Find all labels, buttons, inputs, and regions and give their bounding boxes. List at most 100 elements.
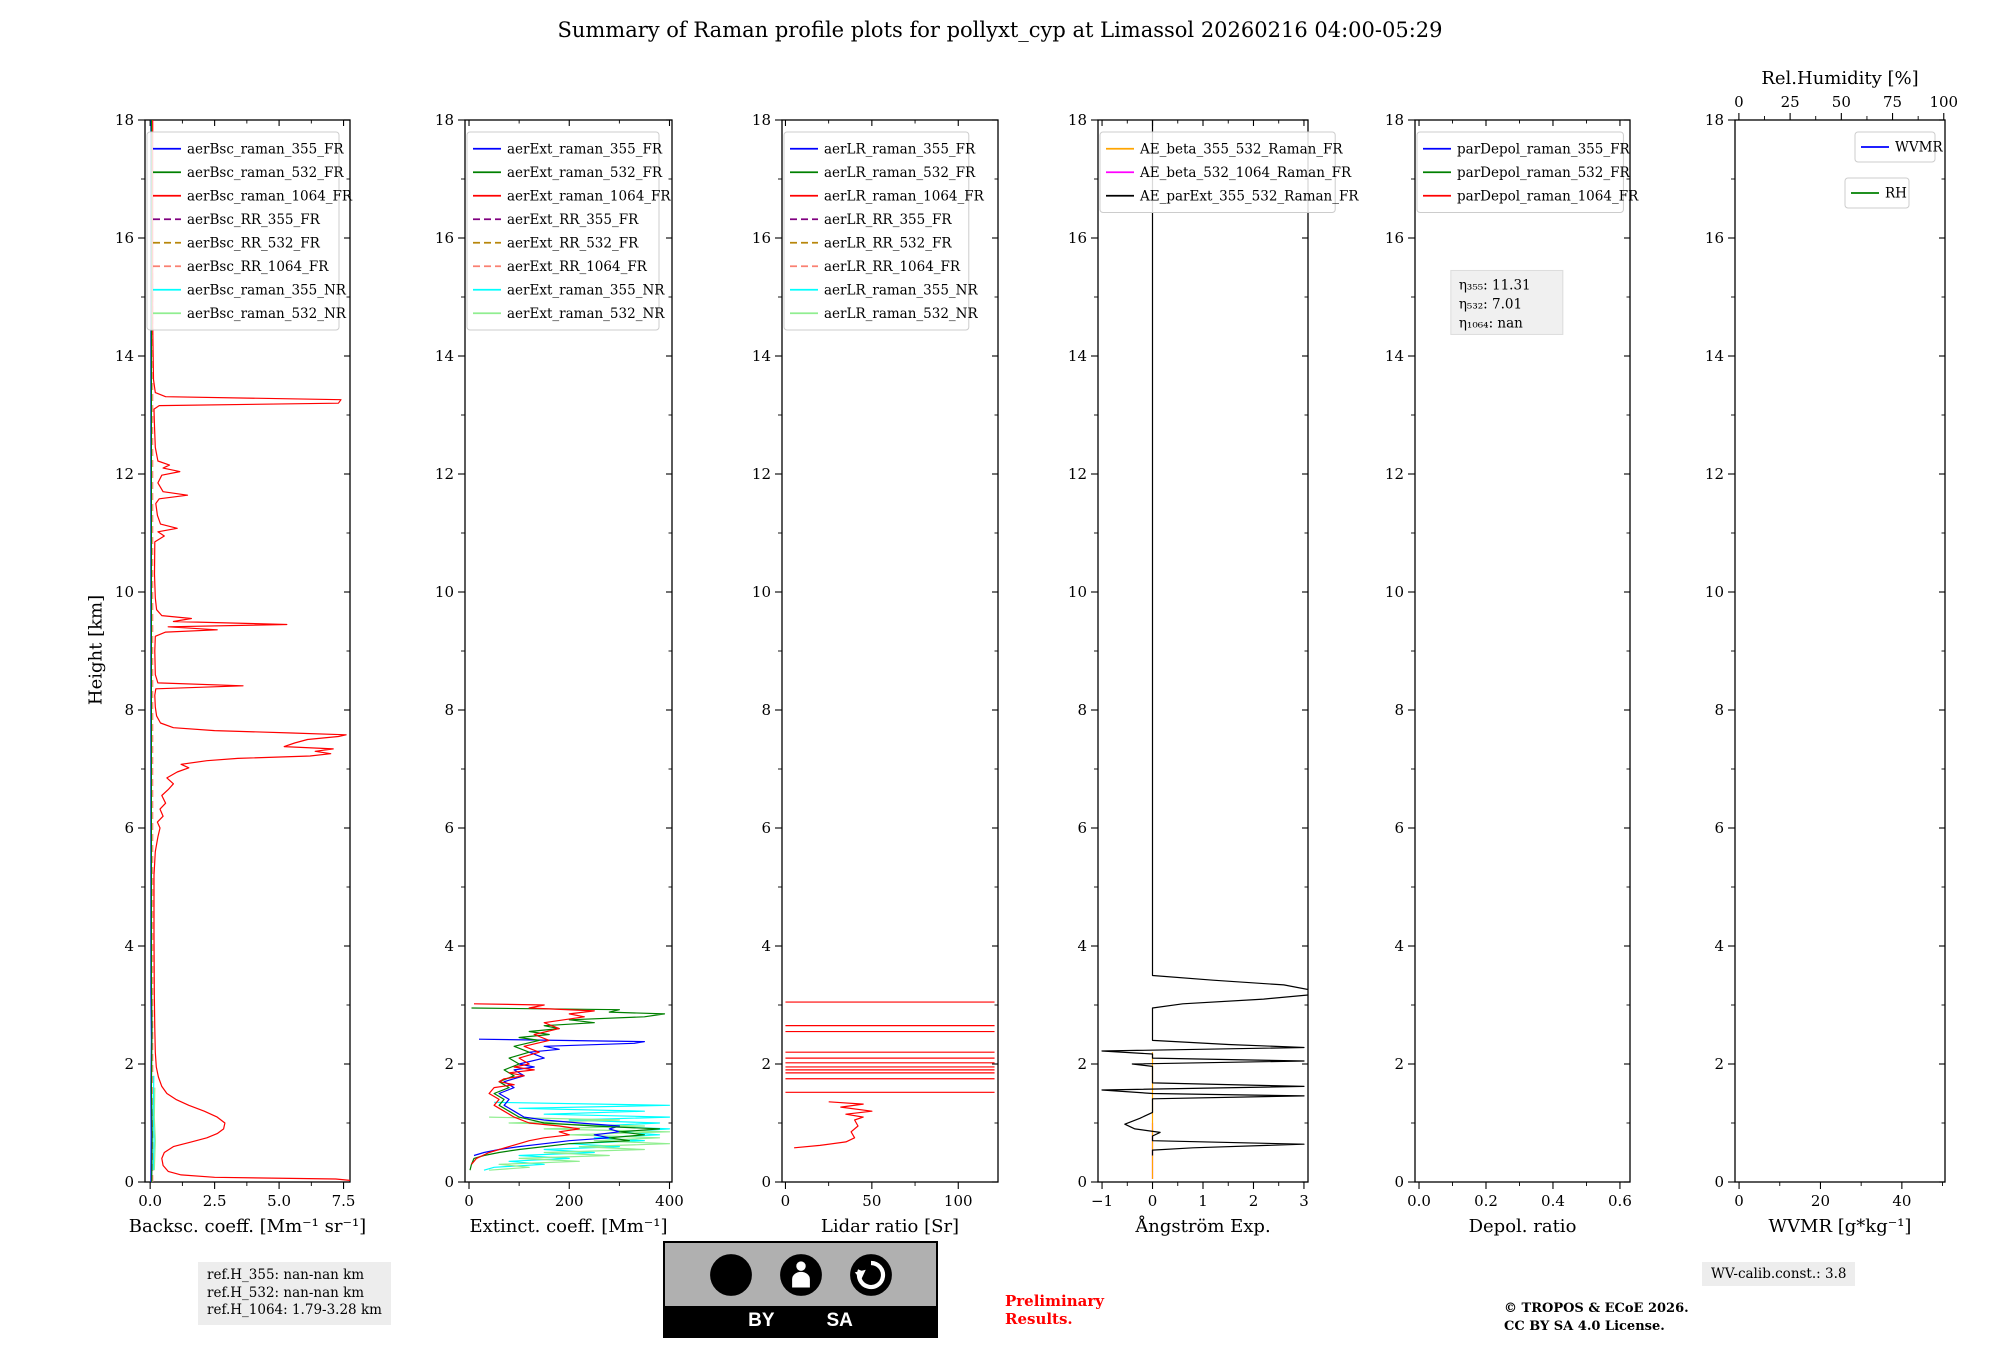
y-tick-label: 12 — [1385, 465, 1404, 483]
legend-label: aerLR_raman_1064_FR — [824, 188, 985, 204]
x-tick-label: 0.2 — [1474, 1192, 1498, 1210]
top-x-tick-label: 0 — [1734, 93, 1744, 111]
cc-sharealike-arrow-icon — [849, 1253, 892, 1296]
legend-label: aerLR_raman_355_FR — [824, 141, 976, 157]
x-tick-label: 50 — [862, 1192, 881, 1210]
y-tick-label: 6 — [1394, 819, 1404, 837]
y-tick-label: 2 — [444, 1055, 454, 1073]
legend-label: aerExt_RR_355_FR — [507, 212, 639, 228]
y-tick-label: 2 — [1714, 1055, 1724, 1073]
y-tick-label: 8 — [761, 701, 771, 719]
x-tick-label: 400 — [655, 1192, 684, 1210]
y-tick-label: 8 — [1394, 701, 1404, 719]
height-axis-label: Height [km] — [85, 594, 107, 706]
y-tick-label: 4 — [761, 937, 771, 955]
panel-frame — [144, 119, 351, 1183]
x-tick-label: 2 — [1249, 1192, 1259, 1210]
preliminary-line-2: Results. — [1005, 1310, 1073, 1328]
y-tick-label: 10 — [115, 583, 134, 601]
svg-text:CC: CC — [716, 1265, 744, 1286]
legend-label: aerExt_RR_532_FR — [507, 235, 639, 251]
legend-label: aerBsc_RR_355_FR — [187, 212, 321, 228]
y-tick-label: 16 — [1385, 229, 1404, 247]
eta-annotation-line: η₅₃₂: 7.01 — [1459, 296, 1522, 312]
panel-frame — [781, 119, 999, 1183]
legend-label: aerExt_raman_355_FR — [507, 141, 663, 157]
panel-frame — [1097, 119, 1309, 1183]
cc-license-badge: CC BY SA — [663, 1241, 938, 1338]
panel-lidar-ratio: 0 2 4 6 8 10 12 14 16 18 0 50 100 Lidar ratio [Sr] aer… — [752, 111, 999, 1237]
x-axis-title: Extinct. coeff. [Mm⁻¹] — [469, 1216, 667, 1237]
top-x-tick-label: 50 — [1832, 93, 1851, 111]
y-tick-label: 16 — [1705, 229, 1724, 247]
x-tick-label: 1 — [1198, 1192, 1208, 1210]
legend-label: aerExt_RR_1064_FR — [507, 259, 648, 275]
legend-box — [466, 131, 660, 331]
legend-label: aerExt_raman_532_FR — [507, 165, 663, 181]
cc-sa-label: SA — [826, 1310, 853, 1331]
legend-label: aerLR_raman_532_FR — [824, 165, 976, 181]
x-tick-label: 7.5 — [332, 1192, 356, 1210]
y-tick-label: 14 — [1705, 347, 1724, 365]
x-tick-label: 0.4 — [1541, 1192, 1565, 1210]
x-tick-label: 0 — [781, 1192, 791, 1210]
y-tick-label: 0 — [444, 1173, 454, 1191]
y-tick-label: 14 — [752, 347, 771, 365]
x-axis-title: Depol. ratio — [1469, 1216, 1577, 1237]
eta-annotation-box — [1450, 269, 1564, 335]
y-tick-label: 12 — [435, 465, 454, 483]
x-tick-label: 3 — [1299, 1192, 1309, 1210]
y-tick-label: 0 — [1714, 1173, 1724, 1191]
legend-label: aerBsc_raman_355_NR — [187, 282, 347, 298]
series-aerBsc_raman_1064_FR — [152, 120, 350, 1182]
legend-label: parDepol_raman_532_FR — [1457, 165, 1630, 181]
x-tick-label: 0 — [1148, 1192, 1158, 1210]
y-tick-label: 18 — [752, 111, 771, 129]
legend-box — [1854, 131, 1936, 163]
copyright-line-2: CC BY SA 4.0 License. — [1504, 1318, 1665, 1334]
y-tick-label: 6 — [761, 819, 771, 837]
series-aerExt_raman_532_NR — [489, 1116, 671, 1171]
y-tick-label: 18 — [1705, 111, 1724, 129]
y-tick-label: 14 — [1385, 347, 1404, 365]
y-tick-label: 14 — [435, 347, 454, 365]
y-tick-label: 8 — [124, 701, 134, 719]
legend-label: aerBsc_raman_532_FR — [187, 165, 344, 181]
legend-label: AE_beta_355_532_Raman_FR — [1139, 141, 1343, 157]
legend-label: aerLR_raman_355_NR — [824, 282, 978, 298]
cc-byline: BY SA — [665, 1306, 936, 1336]
panel-backscatter: 0 2 4 6 8 10 12 14 16 18 0.0 2.5 5.0 7.5 Backsc. coeff… — [115, 111, 366, 1237]
y-tick-label: 12 — [115, 465, 134, 483]
legend-box — [783, 131, 970, 331]
y-tick-label: 10 — [1068, 583, 1087, 601]
legend-label: aerBsc_RR_532_FR — [187, 235, 321, 251]
legend-label: aerBsc_raman_1064_FR — [187, 188, 353, 204]
y-tick-label: 4 — [444, 937, 454, 955]
legend-label: AE_beta_532_1064_Raman_FR — [1139, 165, 1352, 181]
y-tick-label: 14 — [1068, 347, 1087, 365]
legend-label: aerBsc_raman_355_FR — [187, 141, 344, 157]
legend-label: WVMR — [1895, 140, 1943, 156]
y-tick-label: 18 — [1068, 111, 1087, 129]
eta-annotation-line: η₁₀₆₄: nan — [1459, 315, 1523, 331]
legend-label: parDepol_raman_355_FR — [1457, 141, 1630, 157]
legend-label: aerBsc_raman_532_NR — [187, 306, 347, 322]
legend-label: RH — [1885, 186, 1907, 202]
x-tick-label: 5.0 — [267, 1192, 291, 1210]
x-tick-label: 2.5 — [203, 1192, 227, 1210]
panel-extinction: 0 2 4 6 8 10 12 14 16 18 0 200 400 Extinct. coeff. [M… — [435, 111, 684, 1237]
y-tick-label: 16 — [115, 229, 134, 247]
y-tick-label: 10 — [435, 583, 454, 601]
y-tick-label: 18 — [115, 111, 134, 129]
wv-calib-box: WV-calib.const.: 3.8 — [1702, 1262, 1856, 1286]
y-tick-label: 6 — [124, 819, 134, 837]
top-x-tick-label: 75 — [1883, 93, 1902, 111]
x-tick-label: 0.0 — [1407, 1192, 1431, 1210]
panel-frame — [1414, 119, 1631, 1183]
y-tick-label: 2 — [124, 1055, 134, 1073]
y-tick-label: 10 — [1385, 583, 1404, 601]
reference-height-box: ref.H_355: nan-nan km ref.H_532: nan-nan… — [198, 1262, 391, 1325]
panel-frame — [1734, 119, 1946, 1183]
x-tick-label: −1 — [1091, 1192, 1113, 1210]
legend-box — [1099, 131, 1336, 213]
